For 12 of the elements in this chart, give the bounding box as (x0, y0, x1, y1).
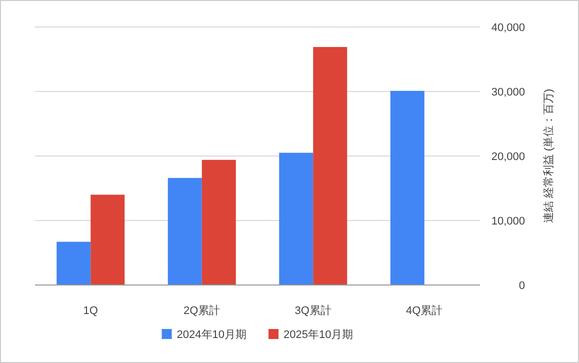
y-tick-label: 0 (518, 280, 525, 292)
x-tick-label: 1Q (83, 305, 98, 317)
y-tick-label: 10,000 (491, 216, 525, 228)
y-tick-label: 20,000 (491, 151, 525, 163)
legend-label: 2024年10月期 (176, 329, 246, 341)
y-tick-label: 30,000 (491, 86, 525, 98)
x-tick-label: 4Q累計 (406, 304, 443, 317)
y-tick-label: 40,000 (491, 22, 525, 34)
x-tick-label: 2Q累計 (184, 304, 220, 317)
y-axis-title: 連結 経常利益 (単位：百万) (542, 88, 555, 224)
legend-label: 2025年10月期 (284, 329, 354, 341)
x-tick-label: 3Q累計 (294, 304, 332, 317)
